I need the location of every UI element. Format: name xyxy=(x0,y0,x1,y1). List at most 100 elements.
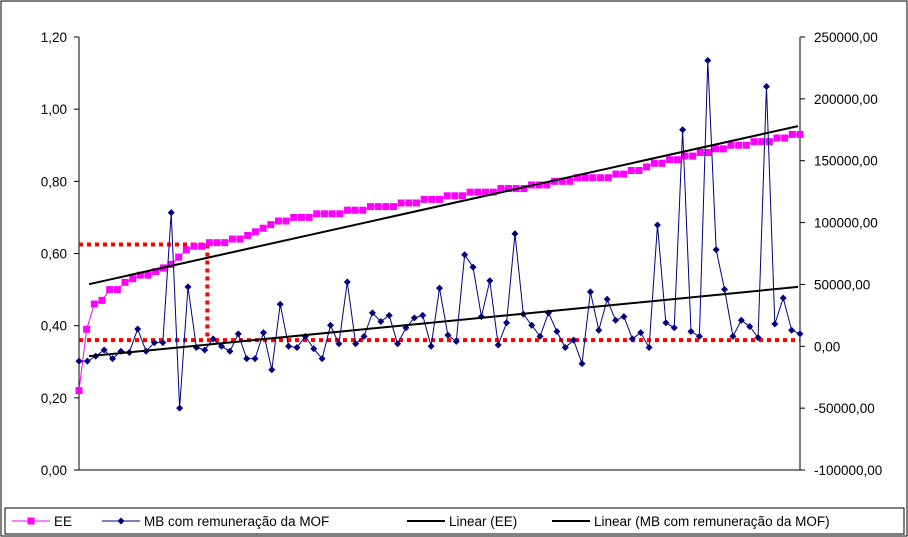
data-point xyxy=(328,210,336,218)
trendline xyxy=(88,285,799,358)
data-point xyxy=(113,286,121,294)
data-point xyxy=(366,203,374,211)
data-point xyxy=(494,341,502,349)
y2-tick-label: 50000,00 xyxy=(814,277,870,292)
data-point xyxy=(459,192,467,200)
data-point xyxy=(742,141,750,149)
data-point xyxy=(251,355,259,363)
data-point xyxy=(268,366,276,374)
data-point xyxy=(520,185,528,193)
y-tick-label: 0,20 xyxy=(41,391,67,406)
data-point xyxy=(505,185,513,193)
data-point xyxy=(368,309,376,317)
data-point xyxy=(486,277,494,285)
legend: EE MB com remuneração da MOF Linear (EE) Li… xyxy=(4,507,905,535)
data-point xyxy=(106,286,114,294)
data-point xyxy=(285,342,293,350)
data-point xyxy=(681,152,689,160)
data-point xyxy=(259,329,267,337)
data-point xyxy=(228,235,236,243)
data-point xyxy=(796,330,804,338)
data-point xyxy=(461,251,469,259)
data-point xyxy=(136,271,144,279)
data-point xyxy=(359,206,367,214)
data-point xyxy=(574,174,582,182)
data-point xyxy=(83,357,91,365)
data-point xyxy=(377,318,385,326)
data-point xyxy=(374,203,382,211)
data-point xyxy=(274,217,282,225)
data-point xyxy=(558,177,566,185)
data-point xyxy=(352,340,360,348)
data-point xyxy=(746,322,754,330)
data-point xyxy=(150,339,158,347)
data-point xyxy=(397,199,405,207)
data-point xyxy=(221,239,229,247)
data-point xyxy=(497,185,505,193)
data-point xyxy=(666,156,674,164)
data-point xyxy=(305,213,313,221)
data-point xyxy=(198,242,206,250)
data-point xyxy=(773,134,781,142)
data-point xyxy=(765,138,773,146)
data-point xyxy=(612,170,620,178)
data-point xyxy=(604,174,612,182)
data-point xyxy=(75,357,83,365)
data-point xyxy=(444,331,452,339)
data-point xyxy=(758,138,766,146)
data-point xyxy=(83,325,91,333)
data-point xyxy=(589,174,597,182)
data-point xyxy=(385,311,393,319)
data-point xyxy=(182,246,190,254)
data-point xyxy=(259,224,267,232)
data-point xyxy=(771,320,779,328)
data-point xyxy=(360,332,368,340)
legend-label: Linear (EE) xyxy=(449,514,517,529)
legend-label: MB com remuneração da MOF xyxy=(144,514,329,529)
data-point xyxy=(643,163,651,171)
data-point xyxy=(394,340,402,348)
data-point xyxy=(673,156,681,164)
series-3 xyxy=(88,285,799,358)
y2-tick-label: 150000,00 xyxy=(814,154,878,169)
data-point xyxy=(566,177,574,185)
reference-lines xyxy=(79,242,800,343)
data-point xyxy=(167,260,175,268)
axes: 0,00 0,20 0,40 0,60 0,80 1,00 1,20 -100000,00 -5… xyxy=(41,30,883,478)
data-point xyxy=(735,141,743,149)
data-point xyxy=(167,209,175,217)
data-point xyxy=(704,148,712,156)
data-point xyxy=(436,284,443,292)
legend-label: Linear (MB com remuneração da MOF) xyxy=(594,514,830,529)
data-point xyxy=(737,316,745,324)
data-point xyxy=(226,347,234,355)
legend-item: Linear (MB com remuneração da MOF) xyxy=(552,514,830,529)
data-point xyxy=(201,346,209,354)
data-point xyxy=(581,174,589,182)
y2-tick-label: -50000,00 xyxy=(814,401,875,416)
data-point xyxy=(612,316,620,324)
data-point xyxy=(597,174,605,182)
data-point xyxy=(327,321,335,329)
data-point xyxy=(727,141,735,149)
data-point xyxy=(635,167,643,175)
data-point xyxy=(781,134,789,142)
data-point xyxy=(704,57,712,65)
data-point xyxy=(788,130,796,138)
series-1 xyxy=(75,57,804,412)
data-point xyxy=(535,181,543,189)
data-point xyxy=(335,340,343,348)
legend-item: Linear (EE) xyxy=(407,514,517,529)
data-point xyxy=(451,192,459,200)
data-point xyxy=(712,145,720,153)
data-point xyxy=(389,203,397,211)
y2-tick-label: 100000,00 xyxy=(814,216,878,231)
data-point xyxy=(721,285,729,293)
data-point xyxy=(796,130,804,138)
legend-swatch-marker xyxy=(27,517,35,525)
data-point xyxy=(536,332,544,340)
data-point xyxy=(134,325,142,333)
data-point xyxy=(620,313,628,321)
series-0 xyxy=(75,130,804,395)
data-point xyxy=(90,300,98,308)
